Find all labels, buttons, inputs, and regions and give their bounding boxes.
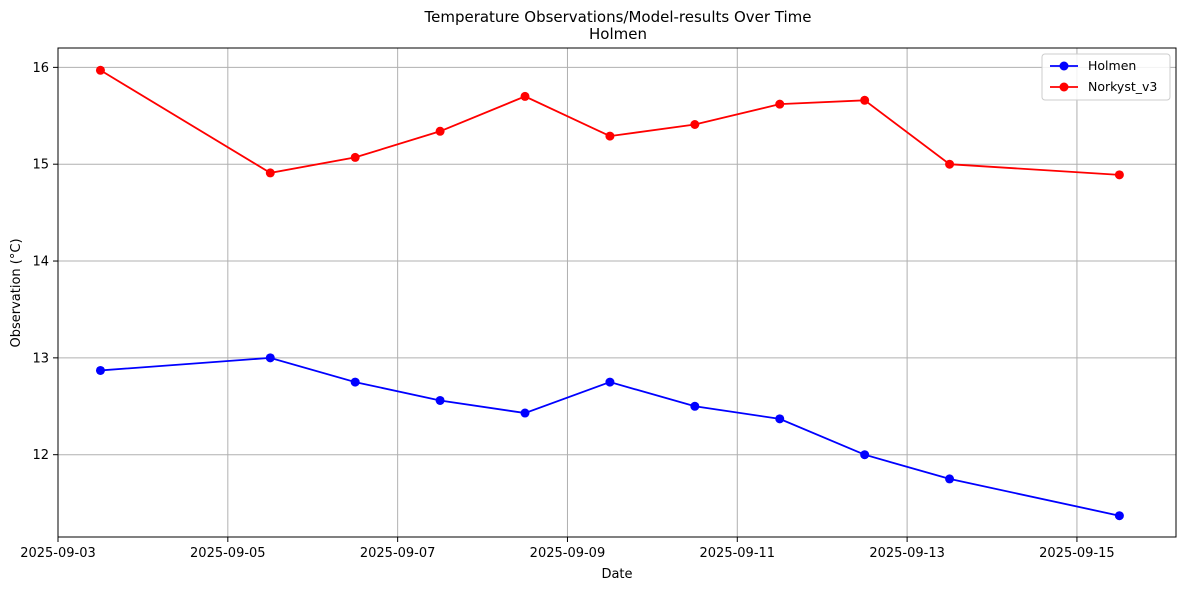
data-point-holmen [945, 474, 955, 484]
data-point-norkyst-v3 [435, 126, 445, 136]
x-tick-label: 2025-09-09 [530, 546, 606, 561]
x-tick-label: 2025-09-05 [190, 546, 266, 561]
data-point-holmen [775, 414, 785, 424]
data-point-norkyst-v3 [945, 159, 955, 169]
data-point-holmen [95, 365, 105, 375]
chart-title: Temperature Observations/Model-results O… [423, 8, 811, 26]
plot-series [95, 65, 1124, 521]
y-axis-label: Observation (°C) [9, 238, 24, 347]
x-axis-label: Date [601, 567, 632, 582]
x-tick-label: 2025-09-13 [869, 546, 945, 561]
data-point-holmen [1114, 511, 1124, 521]
y-tick-label: 15 [32, 158, 49, 173]
data-point-norkyst-v3 [860, 95, 870, 105]
x-tick-label: 2025-09-03 [20, 546, 96, 561]
legend-marker-holmen [1059, 61, 1069, 71]
data-point-holmen [350, 377, 360, 387]
data-point-norkyst-v3 [350, 152, 360, 162]
data-point-holmen [690, 401, 700, 411]
x-axis-ticks: 2025-09-03 2025-09-05 2025-09-07 2025-09-09… [20, 537, 1115, 561]
data-point-norkyst-v3 [95, 65, 105, 75]
chart-subtitle: Holmen [589, 25, 647, 43]
legend-label-holmen: Holmen [1088, 58, 1136, 73]
data-point-holmen [435, 395, 445, 405]
y-tick-label: 16 [32, 61, 49, 76]
x-tick-label: 2025-09-11 [700, 546, 776, 561]
data-point-holmen [605, 377, 615, 387]
grid [57, 48, 1176, 537]
data-point-norkyst-v3 [265, 168, 275, 178]
y-tick-label: 14 [32, 255, 49, 270]
y-axis-ticks: 12 13 14 15 16 [32, 61, 58, 463]
legend-marker-norkyst [1059, 82, 1069, 92]
data-point-norkyst-v3 [690, 119, 700, 129]
plot-area-frame [57, 47, 1177, 538]
data-point-norkyst-v3 [775, 99, 785, 109]
legend: Holmen Norkyst_v3 [1041, 53, 1171, 101]
x-tick-label: 2025-09-07 [360, 546, 436, 561]
series-norkyst-v3 [95, 65, 1124, 180]
series-holmen [95, 353, 1124, 521]
data-point-holmen [860, 450, 870, 460]
legend-label-norkyst: Norkyst_v3 [1088, 79, 1157, 94]
data-point-norkyst-v3 [605, 131, 615, 141]
data-point-holmen [520, 408, 530, 418]
data-point-holmen [265, 353, 275, 363]
data-point-norkyst-v3 [520, 91, 530, 101]
y-tick-label: 13 [32, 351, 49, 366]
x-tick-label: 2025-09-15 [1039, 546, 1115, 561]
data-point-norkyst-v3 [1114, 170, 1124, 180]
y-tick-label: 12 [32, 448, 49, 463]
